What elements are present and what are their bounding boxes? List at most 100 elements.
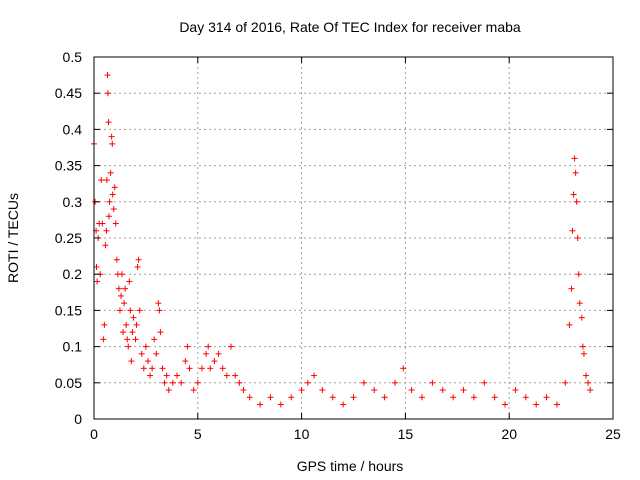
x-tick-label: 20 [501, 426, 517, 442]
y-tick-label: 0.25 [55, 230, 82, 246]
data-point [533, 401, 540, 408]
data-point [198, 365, 205, 372]
data-point [194, 379, 201, 386]
data-point [161, 379, 168, 386]
data-point [99, 220, 106, 227]
data-point [119, 271, 126, 278]
data-point [502, 401, 509, 408]
data-point [566, 321, 573, 328]
data-point [587, 387, 594, 394]
data-point [120, 329, 127, 336]
data-point [103, 177, 110, 184]
data-point [122, 285, 129, 292]
data-point [151, 336, 158, 343]
grid [94, 57, 613, 419]
data-point [205, 343, 212, 350]
data-point [585, 379, 592, 386]
data-point [246, 394, 253, 401]
data-point [111, 184, 118, 191]
y-axis-label: ROTI / TECUs [5, 193, 21, 283]
data-point [155, 300, 162, 307]
data-point [121, 300, 128, 307]
data-point [127, 307, 134, 314]
data-point [573, 198, 580, 205]
data-point [319, 387, 326, 394]
data-point [392, 379, 399, 386]
data-point [298, 387, 305, 394]
data-point [123, 321, 130, 328]
data-point [109, 140, 116, 147]
data-point [106, 198, 113, 205]
data-point [288, 394, 295, 401]
x-tick-label: 25 [605, 426, 621, 442]
data-point [104, 90, 111, 97]
data-point [569, 227, 576, 234]
data-point [163, 372, 170, 379]
data-point [100, 336, 107, 343]
data-points [91, 72, 594, 408]
x-tick-label: 0 [90, 426, 98, 442]
data-point [277, 401, 284, 408]
data-point [102, 242, 109, 249]
data-point [329, 394, 336, 401]
data-point [460, 387, 467, 394]
data-point [400, 365, 407, 372]
data-point [574, 235, 581, 241]
data-point [578, 314, 585, 321]
data-point [570, 191, 577, 198]
data-point [311, 372, 318, 379]
data-point [153, 350, 160, 357]
data-point [98, 177, 105, 184]
data-point [553, 401, 560, 408]
data-point [94, 278, 101, 285]
data-point [144, 358, 151, 365]
y-tick-label: 0.3 [63, 194, 83, 210]
data-point [240, 387, 247, 394]
data-point [132, 336, 139, 343]
y-axis-ticks: 0 0.05 0.1 0.15 0.2 0.25 0.3 0.35 0.4 0.45 0.5 [55, 49, 613, 427]
data-point [128, 358, 135, 365]
data-point [115, 285, 122, 292]
data-point [149, 365, 156, 372]
data-point [219, 365, 226, 372]
data-point [419, 394, 426, 401]
data-point [101, 321, 108, 328]
data-point [439, 387, 446, 394]
data-point [110, 206, 117, 213]
data-point [371, 387, 378, 394]
y-tick-label: 0.1 [63, 339, 83, 355]
data-point [182, 358, 189, 365]
data-point [165, 387, 172, 394]
data-point [223, 372, 230, 379]
data-point [450, 394, 457, 401]
data-point [169, 379, 176, 386]
y-tick-label: 0.15 [55, 302, 82, 318]
x-tick-label: 10 [294, 426, 310, 442]
data-point [568, 285, 575, 292]
data-point [340, 401, 347, 408]
data-point [104, 72, 111, 79]
data-point [117, 292, 124, 299]
data-point [184, 343, 191, 350]
data-point [491, 394, 498, 401]
data-point [215, 350, 222, 357]
data-point [304, 379, 311, 386]
data-point [360, 379, 367, 386]
data-point [138, 350, 145, 357]
data-point [174, 372, 181, 379]
data-point [113, 256, 120, 263]
data-point [186, 365, 193, 372]
x-axis-ticks: 0 5 10 15 20 25 [90, 57, 621, 442]
data-point [257, 401, 264, 408]
data-point [157, 329, 164, 336]
data-point [159, 365, 166, 372]
data-point [109, 191, 116, 198]
data-point [190, 387, 197, 394]
data-point [481, 379, 488, 386]
data-point [147, 372, 154, 379]
data-point [562, 379, 569, 386]
data-point [408, 387, 415, 394]
data-point [135, 256, 142, 263]
data-point [142, 343, 149, 350]
